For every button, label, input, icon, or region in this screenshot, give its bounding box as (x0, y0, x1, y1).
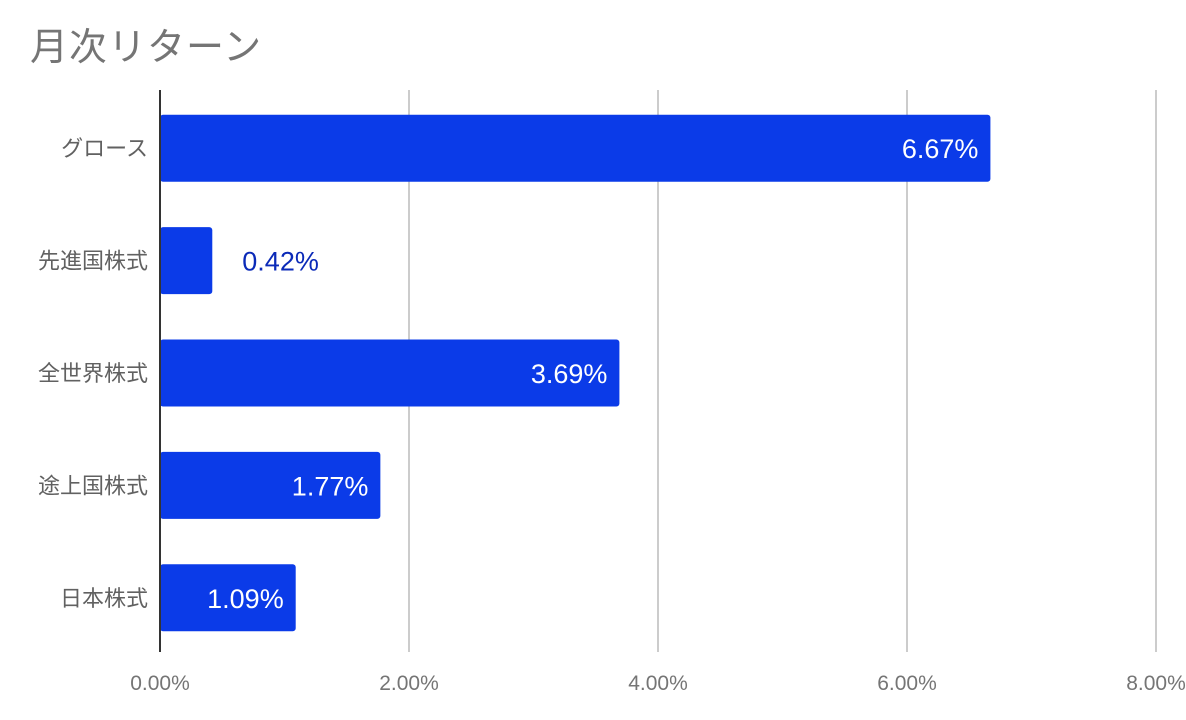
category-label: 先進国株式 (38, 250, 148, 275)
bar (160, 451, 381, 519)
category-label: 日本株式 (60, 587, 148, 612)
data-label: 0.42% (242, 247, 319, 277)
x-tick-label: 6.00% (877, 672, 937, 695)
bar (160, 114, 991, 182)
x-tick-label: 0.00% (130, 672, 190, 695)
data-label: 1.77% (292, 471, 369, 501)
category-label: グロース (61, 137, 148, 162)
category-label: 途上国株式 (38, 474, 148, 499)
x-tick-label: 4.00% (628, 672, 688, 695)
x-tick-label: 8.00% (1126, 672, 1186, 695)
bar (160, 564, 296, 632)
bar (160, 339, 620, 407)
category-label: 全世界株式 (38, 362, 148, 387)
bar (160, 227, 213, 295)
data-label: 1.09% (207, 584, 284, 614)
data-label: 3.69% (531, 359, 608, 389)
chart-title: 月次リターン (30, 25, 263, 69)
x-tick-label: 2.00% (379, 672, 439, 695)
data-label: 6.67% (902, 134, 979, 164)
